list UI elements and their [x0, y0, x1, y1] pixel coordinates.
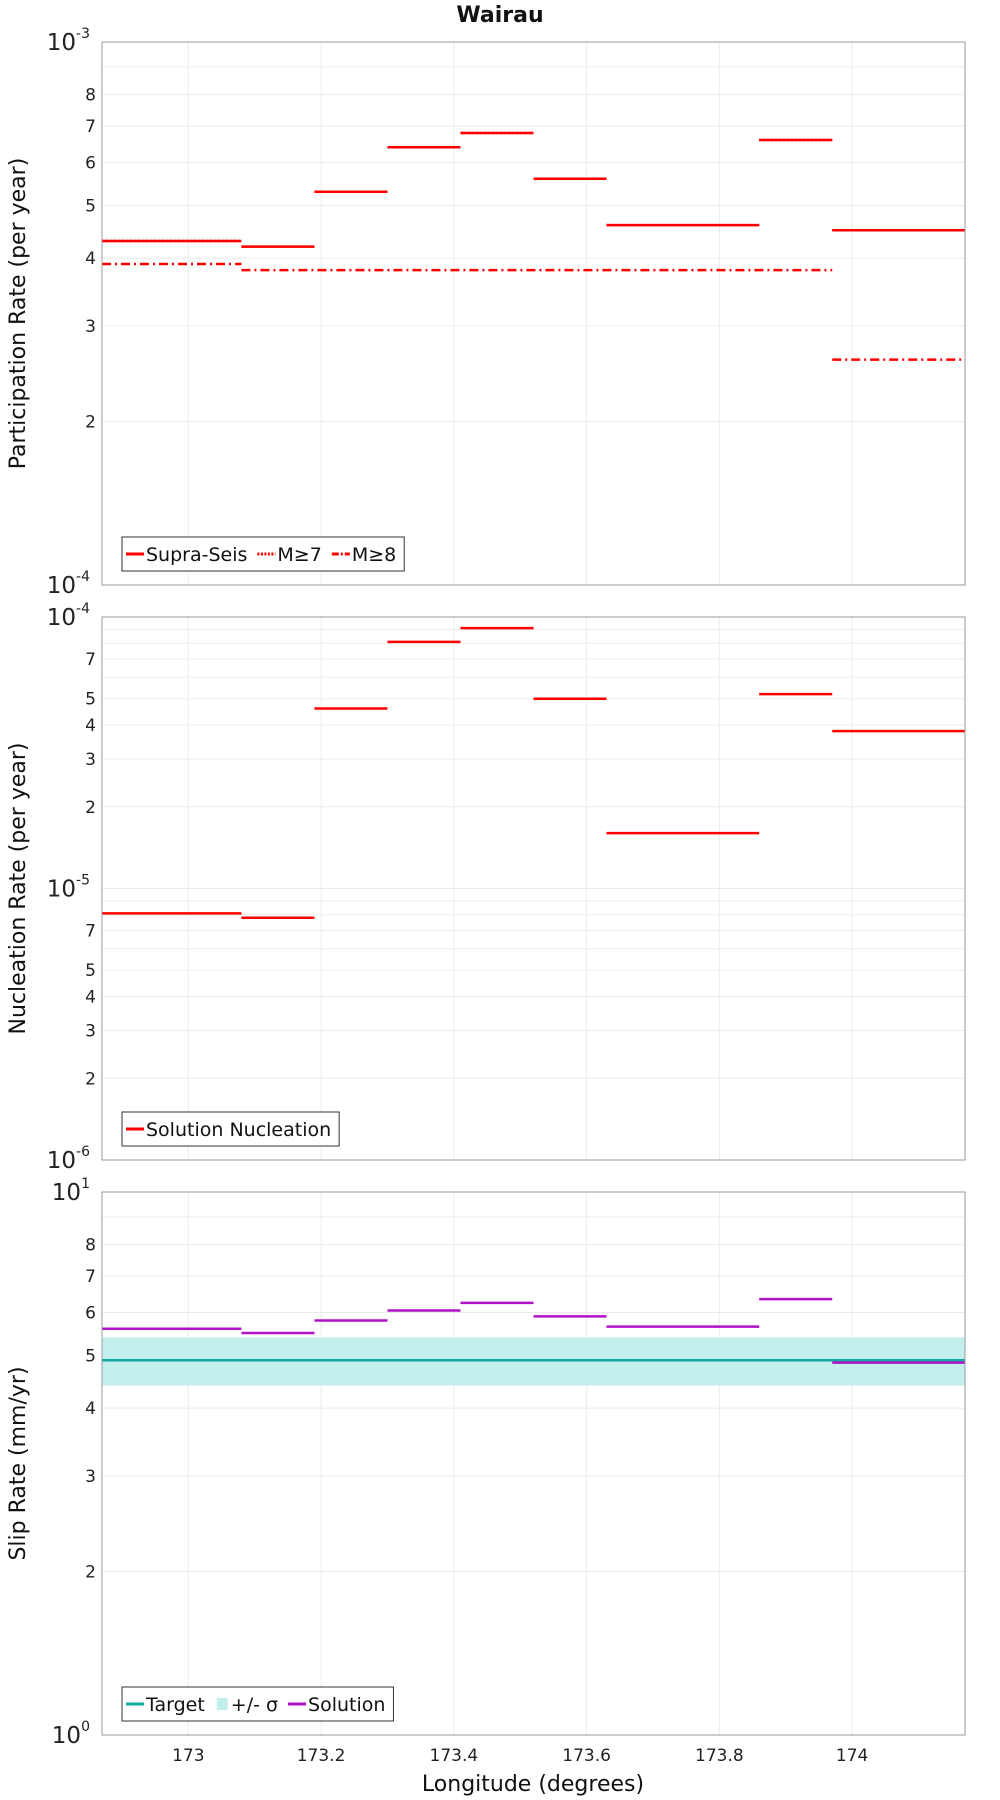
series-solution-nucleation: [102, 626, 965, 920]
x-tick-label: 173: [172, 1746, 204, 1766]
chart-title: Wairau: [456, 3, 543, 28]
y-tick-label: 7: [85, 650, 96, 670]
y-tick-label: 100: [52, 1719, 90, 1749]
x-tick-label: 173.8: [695, 1746, 744, 1766]
y-axis-label: Participation Rate (per year): [6, 158, 31, 470]
y-tick-label: 7: [85, 1267, 96, 1287]
y-tick-label: 2: [85, 798, 96, 818]
x-axis: 173 173.2 173.4 173.6 173.8 174: [172, 1746, 868, 1766]
y-tick-label: 10-3: [47, 26, 90, 56]
legend-label: +/- σ: [231, 1694, 278, 1716]
panel-3: 100 2 3 4 5 6 7 8 101 Slip Rate (mm/yr) Target +/- …: [6, 1176, 966, 1749]
series-m-7: [102, 131, 965, 248]
y-tick-label: 5: [85, 961, 96, 981]
panel-2: 10-6 2 3 4 5 7 10-5 2 3 4 5 7 10-4 Nucleation Rate (p…: [6, 601, 966, 1174]
y-tick-label: 4: [85, 249, 96, 269]
y-tick-label: 2: [85, 1069, 96, 1089]
y-tick-label: 8: [85, 86, 96, 106]
y-tick-label: 10-6: [47, 1144, 90, 1174]
x-tick-label: 173.6: [562, 1746, 611, 1766]
y-tick-labels: 10-6 2 3 4 5 7 10-5 2 3 4 5 7 10-4: [47, 601, 96, 1174]
legend: Target +/- σ Solution: [121, 1686, 394, 1722]
y-tick-label: 4: [85, 1399, 96, 1419]
legend-label: M≥8: [352, 544, 396, 566]
y-tick-label: 4: [85, 988, 96, 1008]
y-tick-label: 8: [85, 1236, 96, 1256]
y-tick-label: 3: [85, 317, 96, 337]
plot-frame: [101, 1191, 966, 1736]
legend-box: [121, 536, 405, 572]
legend-box: [121, 1686, 394, 1722]
y-tick-label: 6: [85, 1303, 96, 1323]
y-tick-label: 3: [85, 1021, 96, 1041]
legend: Supra-Seis M≥7 M≥8: [121, 536, 405, 572]
y-tick-label: 10-5: [47, 873, 90, 903]
y-tick-label: 6: [85, 153, 96, 173]
plot-area: [102, 42, 965, 585]
legend-label: M≥7: [277, 544, 321, 566]
y-tick-label: 4: [85, 716, 96, 736]
series-m-8: [102, 262, 965, 361]
y-tick-labels: 100 2 3 4 5 6 7 8 101: [52, 1176, 96, 1749]
y-axis-label: Nucleation Rate (per year): [6, 743, 31, 1035]
x-axis-label: Longitude (degrees): [422, 1772, 644, 1797]
gridlines: [102, 42, 965, 586]
x-tick-label: 174: [836, 1746, 868, 1766]
y-tick-label: 10-4: [47, 601, 90, 631]
y-tick-label: 3: [85, 1467, 96, 1487]
y-tick-label: 5: [85, 690, 96, 710]
y-tick-labels: 10-4 2 3 4 5 6 7 8 10-3: [47, 26, 96, 599]
legend-label: Solution: [308, 1694, 385, 1716]
legend-label: Supra-Seis: [146, 544, 247, 566]
y-tick-label: 101: [52, 1176, 90, 1206]
y-tick-label: 7: [85, 922, 96, 942]
series-solution: [102, 1297, 965, 1364]
legend: Solution Nucleation: [121, 1111, 340, 1147]
legend-swatch: [216, 1698, 228, 1710]
y-tick-label: 3: [85, 750, 96, 770]
panel-1: 10-4 2 3 4 5 6 7 8 10-3 Participation Rate (per y…: [6, 26, 966, 599]
x-tick-label: 173.2: [297, 1746, 346, 1766]
plot-area: [102, 1192, 965, 1735]
y-tick-label: 2: [85, 413, 96, 433]
plot-frame: [101, 41, 966, 586]
y-axis-label: Slip Rate (mm/yr): [6, 1366, 31, 1560]
legend-box: [121, 1111, 340, 1147]
y-tick-label: 7: [85, 117, 96, 137]
legend-label: Target: [145, 1694, 205, 1716]
plot-frame: [101, 616, 966, 1161]
y-tick-label: 5: [85, 1346, 96, 1366]
y-tick-label: 10-4: [47, 569, 90, 599]
y-tick-label: 2: [85, 1563, 96, 1583]
legend-label: Solution Nucleation: [146, 1119, 331, 1141]
y-tick-label: 5: [85, 196, 96, 216]
x-tick-label: 173.4: [430, 1746, 479, 1766]
